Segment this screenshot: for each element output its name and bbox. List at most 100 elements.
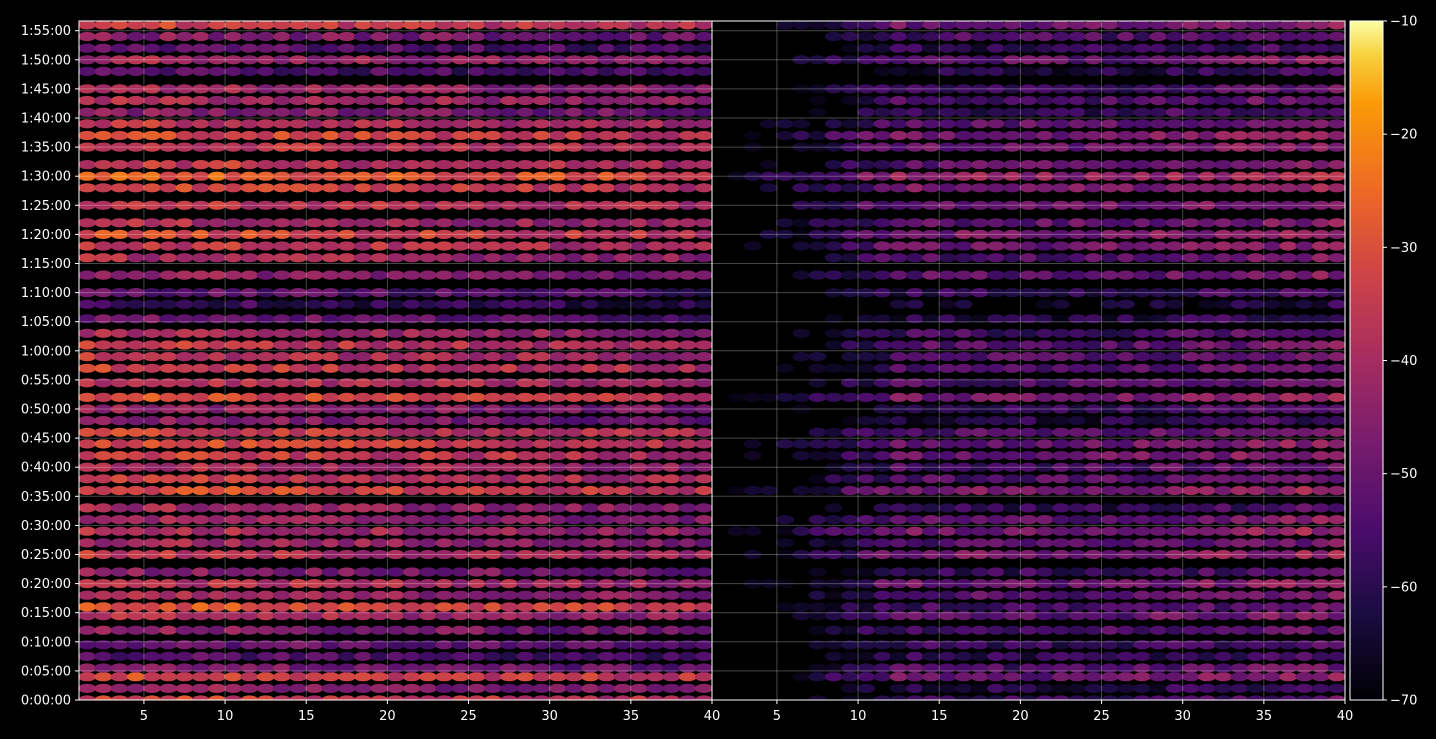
heat-cell: [451, 567, 470, 577]
heat-cell: [435, 340, 454, 350]
heat-cell: [1133, 119, 1152, 129]
heat-cell: [1133, 352, 1152, 362]
heat-cell: [613, 218, 632, 228]
heat-cell: [516, 119, 535, 129]
heat-cell: [841, 590, 859, 600]
heat-cell: [337, 503, 356, 513]
heat-cell: [159, 171, 178, 181]
heat-cell: [516, 683, 535, 694]
heat-cell: [694, 66, 712, 76]
heat-cell: [1214, 241, 1233, 251]
heat-cell: [646, 590, 665, 600]
heat-cell: [435, 31, 454, 42]
heat-cell: [613, 439, 632, 449]
heat-cell: [451, 218, 470, 228]
heat-cell: [905, 695, 924, 700]
heat-cell: [126, 299, 145, 309]
heat-cell: [694, 31, 712, 42]
heat-cell: [208, 55, 226, 65]
heat-cell: [159, 66, 178, 76]
heat-cell: [987, 485, 1005, 496]
heat-cell: [792, 130, 811, 141]
heat-cell: [256, 95, 275, 106]
heat-cell: [354, 352, 372, 362]
heat-cell: [337, 451, 356, 461]
heat-cell: [1052, 611, 1070, 621]
heat-cell: [451, 107, 470, 117]
heat-cell: [159, 672, 178, 682]
heat-cell: [94, 299, 113, 309]
heat-cell: [1311, 328, 1330, 338]
heat-cell: [1246, 625, 1265, 635]
heat-cell: [208, 526, 226, 536]
heat-cell: [1295, 451, 1314, 461]
heat-cell: [354, 378, 372, 388]
heat-cell: [1019, 503, 1038, 513]
heat-cell: [289, 404, 308, 414]
heat-cell: [1181, 590, 1200, 600]
heat-cell: [1246, 84, 1265, 94]
heat-cell: [451, 171, 470, 181]
heat-cell: [548, 579, 567, 589]
heat-cell: [889, 451, 908, 461]
heat-cell: [289, 683, 308, 694]
heat-cell: [630, 567, 648, 577]
heat-cell: [451, 160, 470, 170]
heat-cell: [1084, 503, 1103, 513]
heat-cell: [386, 462, 405, 472]
heat-cell: [581, 229, 600, 239]
heat-cell: [1198, 328, 1216, 338]
heat-cell: [565, 171, 583, 181]
heat-cell: [987, 171, 1005, 181]
heat-cell: [272, 229, 291, 239]
heat-cell: [841, 142, 859, 152]
heat-cell: [321, 160, 340, 170]
heat-cell: [386, 183, 405, 193]
heat-cell: [143, 485, 161, 496]
heat-cell: [159, 200, 178, 210]
heat-cell: [516, 43, 535, 53]
heat-cell: [272, 340, 291, 350]
heat-cell: [143, 229, 161, 239]
heat-cell: [857, 183, 876, 193]
heat-cell: [175, 549, 194, 560]
heat-cell: [175, 404, 194, 414]
heat-cell: [1198, 270, 1216, 280]
heat-cell: [565, 651, 583, 662]
heat-cell: [824, 130, 843, 141]
heat-cell: [792, 392, 811, 402]
heat-cell: [597, 640, 616, 650]
heat-cell: [970, 640, 989, 650]
heat-cell: [224, 515, 243, 525]
heat-cell: [354, 55, 372, 65]
heat-cell: [905, 672, 924, 682]
heat-cell: [1230, 526, 1249, 536]
heat-cell: [1165, 602, 1184, 612]
heat-cell: [191, 66, 210, 76]
heat-cell: [1311, 416, 1330, 426]
heat-cell: [126, 31, 145, 42]
heat-cell: [613, 21, 632, 30]
heat-cell: [1165, 229, 1184, 239]
heat-cell: [1019, 611, 1038, 621]
heat-cell: [1181, 663, 1200, 673]
heat-cell: [386, 602, 405, 612]
heat-cell: [857, 200, 876, 210]
heat-cell: [548, 31, 567, 42]
heat-cell: [224, 695, 243, 700]
heat-cell: [402, 183, 421, 193]
heat-cell: [386, 625, 405, 635]
heat-cell: [1311, 451, 1330, 461]
heat-cell: [889, 314, 908, 324]
heat-cell: [1084, 462, 1103, 472]
heat-cell: [905, 567, 924, 577]
heat-cell: [435, 462, 454, 472]
heat-cell: [1052, 21, 1070, 30]
heat-cell: [1311, 651, 1330, 662]
heat-cell: [548, 651, 567, 662]
heat-cell: [1327, 416, 1345, 426]
heat-cell: [240, 451, 259, 461]
heat-cell: [451, 84, 470, 94]
heat-cell: [1068, 253, 1087, 263]
heat-cell: [922, 31, 941, 42]
